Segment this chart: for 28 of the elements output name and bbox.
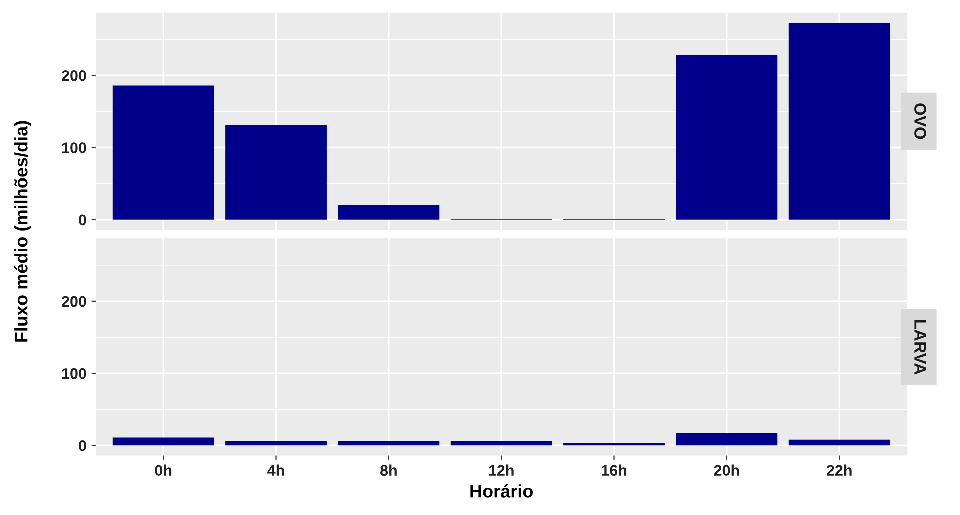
bar: [226, 441, 327, 446]
x-tick-label: 20h: [714, 464, 740, 476]
text: LARVA: [914, 320, 926, 375]
bar: [338, 441, 440, 446]
y-tick-label: 200: [62, 296, 86, 308]
bar: [226, 125, 327, 220]
bar: [788, 440, 890, 446]
y-tick-label: 100: [62, 142, 86, 154]
y-tick-label: 100: [62, 368, 86, 380]
bar: [112, 86, 214, 220]
y-axis-title: Fluxo médio (milhões/dia): [14, 121, 32, 342]
x-tick-label: 8h: [380, 464, 397, 476]
bar: [676, 55, 778, 220]
text: OVO: [914, 104, 926, 140]
x-axis-title: Horário: [470, 484, 533, 498]
bar: [338, 205, 440, 220]
bar: [676, 433, 778, 446]
x-tick-label: 0h: [155, 464, 172, 476]
x-tick-label: 12h: [489, 464, 514, 476]
bar: [450, 441, 552, 446]
bar: [788, 22, 890, 220]
y-tick-label: 0: [79, 214, 86, 226]
y-tick-label: 200: [62, 70, 86, 82]
bar: [112, 438, 214, 446]
x-tick-label: 22h: [826, 464, 852, 476]
x-tick-label: 16h: [602, 464, 626, 476]
y-tick-label: 0: [79, 440, 86, 452]
x-tick-label: 4h: [268, 464, 284, 476]
